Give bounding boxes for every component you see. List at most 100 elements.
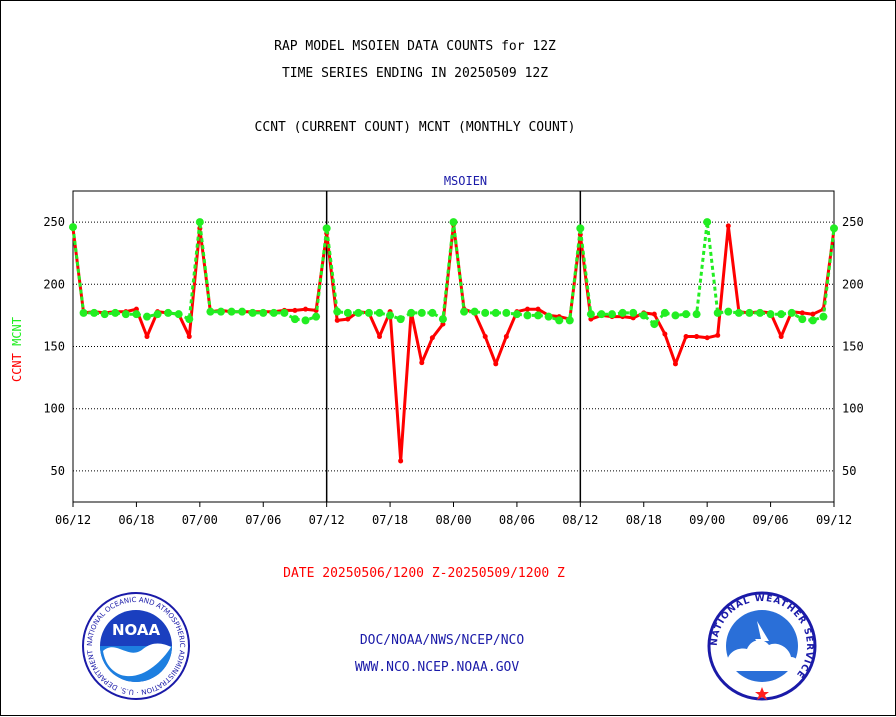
- data-point-ccnt: [398, 458, 404, 464]
- data-point-mcnt: [375, 308, 384, 317]
- x-tick-label: 07/00: [182, 513, 218, 527]
- data-point-mcnt: [576, 224, 585, 233]
- data-point-mcnt: [407, 308, 416, 317]
- data-point-mcnt: [185, 315, 194, 324]
- y-tick-label-left: 250: [43, 215, 65, 229]
- data-point-ccnt: [144, 334, 150, 340]
- y-tick-label-right: 150: [842, 340, 864, 354]
- data-point-ccnt: [651, 311, 657, 317]
- data-point-ccnt: [493, 361, 499, 367]
- data-point-mcnt: [449, 218, 458, 227]
- data-point-mcnt: [100, 310, 109, 319]
- data-point-mcnt: [153, 310, 162, 319]
- data-point-mcnt: [481, 308, 490, 317]
- y-tick-label-left: 200: [43, 277, 65, 291]
- data-point-ccnt: [704, 335, 710, 341]
- data-point-mcnt: [745, 308, 754, 317]
- data-point-mcnt: [703, 218, 712, 227]
- data-point-mcnt: [787, 308, 796, 317]
- data-point-mcnt: [269, 308, 278, 317]
- x-tick-label: 08/18: [626, 513, 662, 527]
- data-point-mcnt: [79, 308, 88, 317]
- org-path-label: DOC/NOAA/NWS/NCEP/NCO: [359, 633, 525, 648]
- data-point-ccnt: [799, 310, 805, 316]
- data-point-ccnt: [683, 334, 689, 340]
- data-point-mcnt: [206, 307, 215, 316]
- x-tick-label: 09/06: [753, 513, 789, 527]
- data-point-mcnt: [756, 308, 765, 317]
- data-point-mcnt: [534, 311, 543, 320]
- data-point-mcnt: [428, 308, 437, 317]
- data-point-mcnt: [216, 307, 225, 316]
- data-point-mcnt: [438, 315, 447, 324]
- data-point-mcnt: [238, 307, 247, 316]
- data-point-ccnt: [377, 334, 383, 340]
- data-point-ccnt: [715, 332, 721, 338]
- svg-text:NOAA: NOAA: [112, 621, 161, 639]
- data-point-ccnt: [334, 317, 340, 323]
- data-point-mcnt: [174, 310, 183, 319]
- data-point-mcnt: [280, 308, 289, 317]
- chart-title-line3: CCNT (CURRENT COUNT) MCNT (MONTHLY COUNT…: [254, 120, 576, 135]
- y-tick-label-right: 100: [842, 402, 864, 416]
- data-point-ccnt: [725, 223, 731, 229]
- data-point-ccnt: [303, 306, 309, 312]
- x-tick-label: 09/00: [689, 513, 725, 527]
- chart-title-line1: RAP MODEL MSOIEN DATA COUNTS for 12Z: [274, 39, 556, 54]
- data-point-mcnt: [523, 311, 532, 320]
- data-point-mcnt: [69, 223, 77, 232]
- data-point-ccnt: [524, 306, 530, 312]
- data-point-mcnt: [396, 315, 405, 324]
- data-point-ccnt: [186, 334, 192, 340]
- data-point-mcnt: [639, 311, 648, 320]
- plot-title-msoien: MSOIEN: [444, 174, 487, 188]
- data-point-mcnt: [460, 307, 469, 316]
- data-point-mcnt: [322, 224, 331, 233]
- data-point-mcnt: [248, 308, 257, 317]
- data-point-mcnt: [312, 312, 321, 321]
- y-tick-label-right: 200: [842, 277, 864, 291]
- data-point-ccnt: [778, 334, 784, 340]
- x-tick-label: 09/12: [816, 513, 852, 527]
- y-tick-label-left: 150: [43, 340, 65, 354]
- data-point-mcnt: [618, 308, 627, 317]
- y-tick-label-right: 50: [842, 464, 856, 478]
- data-point-mcnt: [713, 308, 722, 317]
- date-range-label: DATE 20250506/1200 Z-20250509/1200 Z: [283, 566, 565, 581]
- data-point-ccnt: [482, 334, 488, 340]
- data-point-mcnt: [111, 308, 120, 317]
- website-link[interactable]: WWW.NCO.NCEP.NOAA.GOV: [354, 660, 520, 675]
- data-point-mcnt: [142, 312, 151, 321]
- data-point-mcnt: [819, 312, 828, 321]
- data-point-mcnt: [259, 308, 268, 317]
- data-point-mcnt: [629, 308, 638, 317]
- x-tick-label: 08/00: [435, 513, 471, 527]
- data-point-mcnt: [491, 308, 500, 317]
- data-point-mcnt: [597, 310, 606, 319]
- data-point-mcnt: [512, 310, 521, 319]
- data-point-mcnt: [195, 218, 204, 227]
- x-tick-label: 08/12: [562, 513, 598, 527]
- data-point-ccnt: [503, 334, 509, 340]
- data-point-mcnt: [502, 308, 511, 317]
- data-point-mcnt: [692, 310, 701, 319]
- data-point-mcnt: [586, 310, 595, 319]
- data-point-ccnt: [810, 311, 816, 317]
- data-point-ccnt: [662, 331, 668, 337]
- data-point-mcnt: [660, 308, 669, 317]
- data-point-mcnt: [132, 310, 141, 319]
- data-point-mcnt: [333, 307, 342, 316]
- data-point-mcnt: [830, 224, 838, 233]
- x-tick-label: 08/06: [499, 513, 535, 527]
- data-point-ccnt: [535, 306, 541, 312]
- data-point-mcnt: [417, 308, 426, 317]
- data-point-mcnt: [650, 320, 659, 329]
- x-tick-label: 07/18: [372, 513, 408, 527]
- data-point-ccnt: [292, 307, 298, 313]
- y-tick-label-right: 250: [842, 215, 864, 229]
- x-tick-label: 06/18: [118, 513, 154, 527]
- data-point-mcnt: [766, 310, 775, 319]
- data-point-mcnt: [164, 308, 173, 317]
- data-point-mcnt: [555, 316, 564, 325]
- data-point-mcnt: [671, 311, 680, 320]
